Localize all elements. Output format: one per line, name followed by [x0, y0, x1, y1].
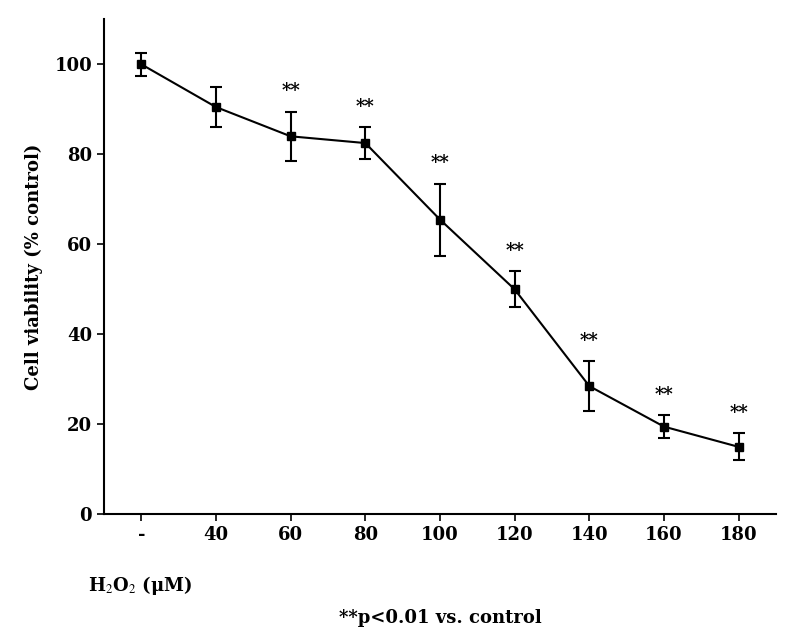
Text: **: **: [430, 154, 450, 172]
Text: **: **: [356, 98, 374, 116]
Text: **: **: [282, 82, 300, 100]
Y-axis label: Cell viability (% control): Cell viability (% control): [25, 143, 43, 390]
Text: **p<0.01 vs. control: **p<0.01 vs. control: [338, 609, 542, 627]
Text: **: **: [580, 332, 598, 350]
Text: **: **: [654, 386, 674, 404]
Text: H$_2$O$_2$ (μM): H$_2$O$_2$ (μM): [88, 574, 192, 597]
Text: **: **: [730, 404, 748, 422]
Text: **: **: [506, 242, 524, 260]
